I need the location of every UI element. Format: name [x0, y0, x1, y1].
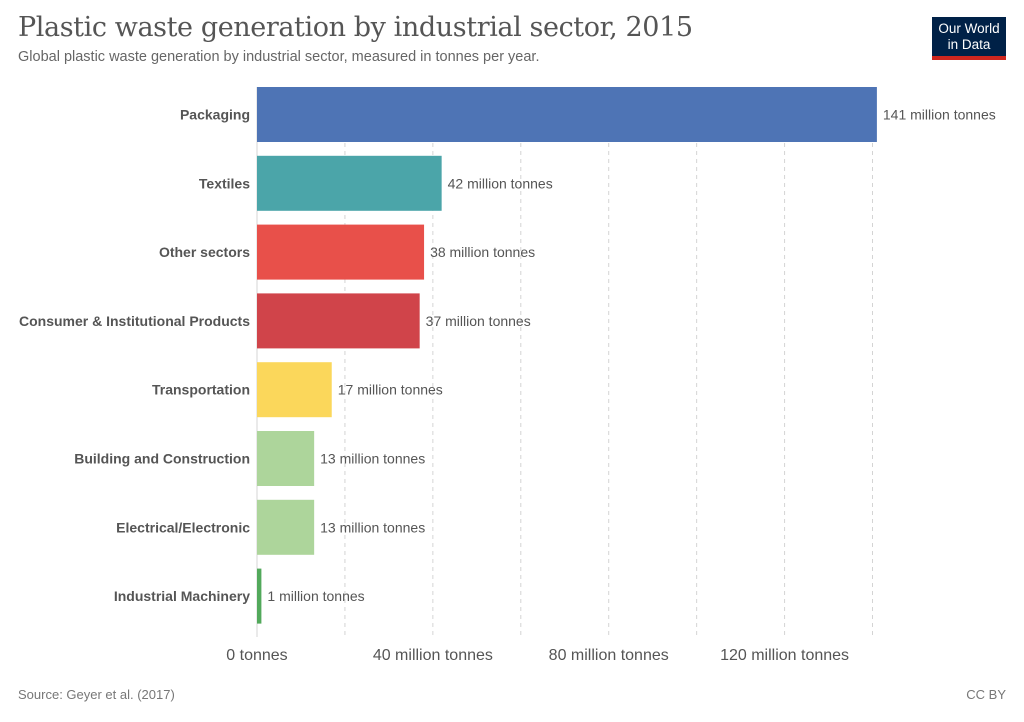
category-label: Textiles	[199, 175, 250, 191]
bar[interactable]	[257, 155, 442, 211]
bar[interactable]	[257, 499, 315, 555]
bar[interactable]	[257, 431, 315, 486]
value-label: 1 million tonnes	[267, 588, 364, 604]
value-label: 141 million tonnes	[883, 107, 996, 123]
value-label: 17 million tonnes	[338, 382, 443, 398]
license-note[interactable]: CC BY	[966, 687, 1006, 702]
bar[interactable]	[257, 87, 877, 142]
bar[interactable]	[257, 224, 425, 280]
x-tick-label: 120 million tonnes	[720, 647, 849, 664]
bar[interactable]	[257, 362, 332, 418]
logo-line-1: Our World	[938, 21, 1000, 36]
value-label: 38 million tonnes	[430, 244, 535, 260]
chart-subtitle: Global plastic waste generation by indus…	[18, 49, 540, 65]
owid-logo[interactable]: Our World in Data	[932, 17, 1006, 60]
value-label: 13 million tonnes	[320, 451, 425, 467]
bar[interactable]	[257, 568, 262, 624]
x-tick-label: 0 tonnes	[226, 647, 287, 664]
category-label: Consumer & Institutional Products	[19, 313, 250, 329]
value-label: 37 million tonnes	[426, 313, 531, 329]
bar-chart: Packaging 141 million tonnes Textiles 42 mi…	[19, 87, 996, 664]
category-label: Transportation	[152, 382, 250, 398]
category-label: Other sectors	[159, 244, 250, 260]
x-tick-label: 80 million tonnes	[549, 647, 669, 664]
logo-line-2: in Data	[947, 37, 991, 52]
category-label: Electrical/Electronic	[116, 519, 250, 535]
value-label: 42 million tonnes	[448, 175, 553, 191]
chart-title: Plastic waste generation by industrial s…	[18, 12, 693, 43]
bar[interactable]	[257, 293, 420, 349]
value-label: 13 million tonnes	[320, 519, 425, 535]
x-tick-label: 40 million tonnes	[373, 647, 493, 664]
category-label: Packaging	[180, 107, 250, 123]
source-note[interactable]: Source: Geyer et al. (2017)	[18, 687, 175, 702]
category-label: Building and Construction	[74, 451, 250, 467]
category-label: Industrial Machinery	[114, 588, 250, 604]
